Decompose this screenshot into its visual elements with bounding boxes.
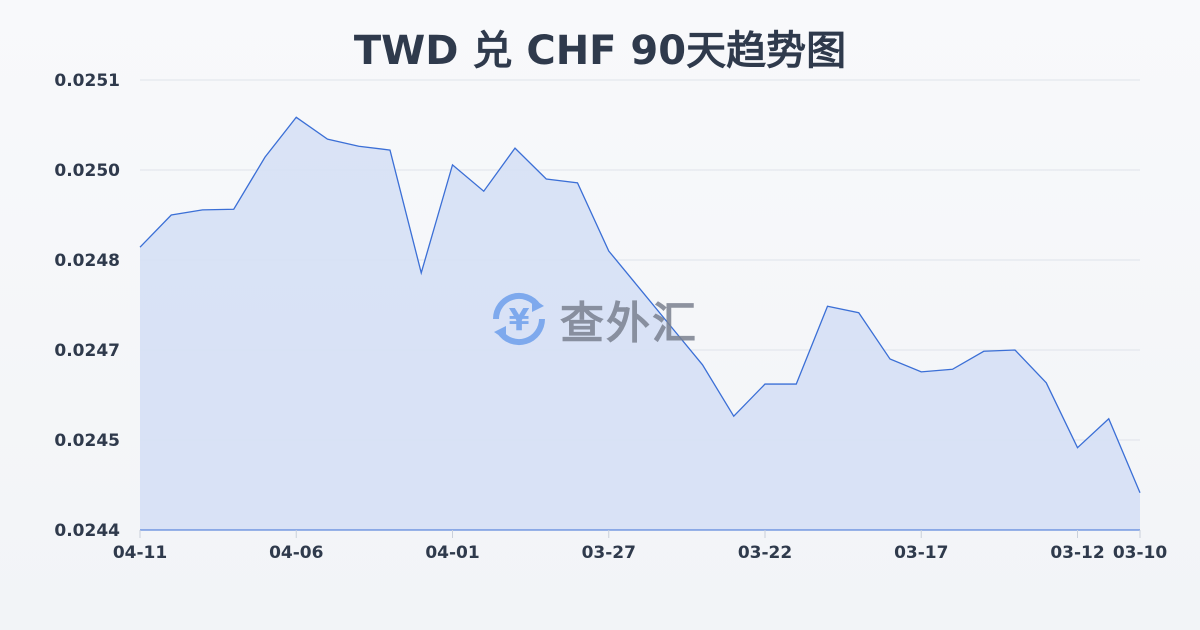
yen-exchange-icon: ¥	[492, 292, 546, 346]
watermark-text: 查外汇	[560, 298, 698, 349]
watermark: ¥ 查外汇	[488, 287, 698, 351]
y-tick-label: 0.0247	[54, 341, 120, 361]
x-tick-label: 03-17	[894, 543, 948, 563]
series-line	[139, 116, 1141, 493]
y-tick-label: 0.0251	[54, 71, 120, 91]
x-tick-label: 03-22	[738, 543, 792, 563]
x-tick-label: 04-11	[113, 543, 167, 563]
y-tick-label: 0.0245	[54, 431, 120, 451]
svg-text:¥: ¥	[509, 303, 530, 338]
area-fill	[140, 117, 1140, 531]
y-tick-label: 0.0250	[54, 161, 120, 181]
y-tick-label: 0.0244	[54, 521, 120, 541]
y-tick-label: 0.0248	[54, 251, 120, 271]
chart-title: TWD 兑 CHF 90天趋势图	[353, 28, 847, 74]
x-tick-label: 04-06	[269, 543, 323, 563]
x-tick-label: 03-10	[1113, 543, 1168, 563]
x-tick-label: 03-12	[1050, 543, 1104, 563]
x-tick-label: 04-01	[425, 543, 479, 563]
x-tick-label: 03-27	[582, 543, 636, 563]
